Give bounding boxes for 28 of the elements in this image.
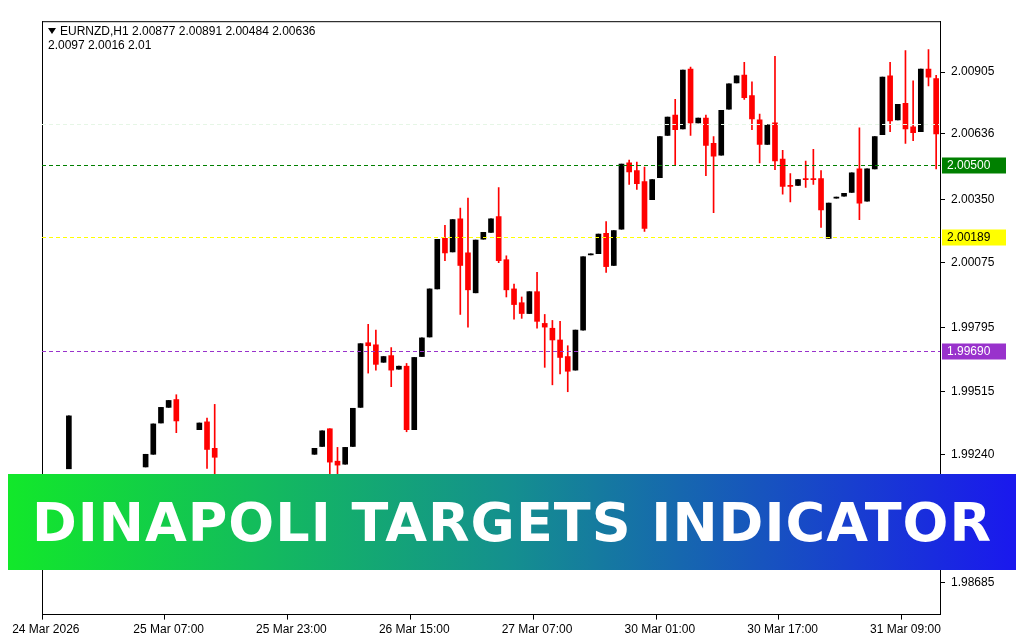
y-tick-label: 1.99515 (951, 384, 995, 399)
x-tick-label: 26 Mar 15:00 (378, 622, 450, 637)
candlestick (211, 404, 218, 476)
y-tick-label: 2.00905 (951, 64, 995, 79)
text: 2.0097 2.0016 2.01 (48, 38, 152, 52)
candlestick (672, 99, 679, 166)
annotation: DINAPOLI TARGETS INDICATOR (31, 490, 993, 554)
x-tick-label: 30 Mar 17:00 (747, 622, 819, 637)
ref-line-label: 2.00500 (947, 157, 991, 172)
candlestick (910, 80, 916, 141)
ref-line-label: 1.99690 (947, 343, 991, 358)
ref-line-label: 2.00189 (947, 229, 991, 244)
candlestick (541, 314, 548, 368)
y-tick-label: 2.00350 (951, 191, 995, 206)
chart-title: EURNZD,H1 2.00877 2.00891 2.00484 2.00636 (60, 24, 316, 38)
y-tick-label: 2.00636 (951, 126, 995, 141)
y-tick-label: 1.98685 (951, 574, 995, 589)
y-tick-label: 1.99240 (951, 447, 995, 462)
candlestick (365, 324, 372, 374)
y-tick-label: 2.00075 (951, 255, 995, 270)
x-tick-label: 31 Mar 09:00 (870, 622, 942, 637)
x-tick-label: 27 Mar 07:00 (501, 622, 573, 637)
x-tick-label: 25 Mar 07:00 (133, 622, 205, 637)
y-tick-label: 1.99795 (951, 319, 995, 334)
x-tick-label: 25 Mar 23:00 (256, 622, 328, 637)
candlestick (802, 160, 809, 188)
x-tick-label: 24 Mar 2026 (12, 622, 80, 637)
x-tick-label: 30 Mar 01:00 (624, 622, 696, 637)
